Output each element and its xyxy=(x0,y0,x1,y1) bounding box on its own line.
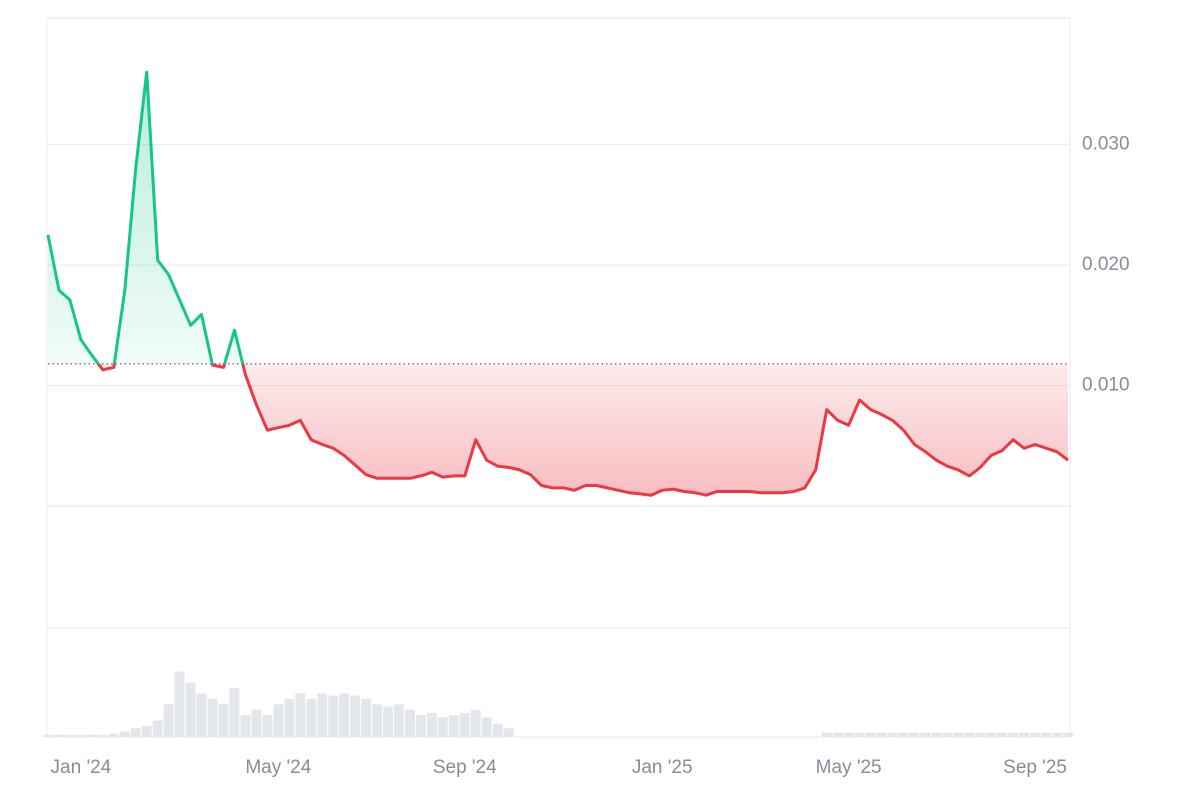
volume-bar xyxy=(207,698,218,737)
volume-bar xyxy=(218,704,229,737)
volume-bar xyxy=(964,732,975,737)
volume-bar xyxy=(229,687,240,737)
volume-bar xyxy=(865,732,876,737)
volume-bar xyxy=(108,733,119,737)
volume-bar xyxy=(887,732,898,737)
x-tick-label: Sep '24 xyxy=(433,757,497,778)
volume-bar xyxy=(196,693,207,737)
volume-bar xyxy=(317,693,328,737)
volume-bar xyxy=(448,715,459,737)
volume-bar xyxy=(174,671,185,737)
volume-bar xyxy=(1030,732,1041,737)
volume-bar xyxy=(306,698,317,737)
x-tick-label: May '24 xyxy=(245,757,311,778)
volume-bar xyxy=(1063,732,1073,737)
volume-bar xyxy=(481,717,492,737)
x-tick-label: Jan '25 xyxy=(632,757,693,778)
price-area xyxy=(48,72,1068,496)
volume-bar xyxy=(942,732,953,737)
volume-bar xyxy=(350,695,361,737)
volume-bar xyxy=(65,734,75,737)
volume-bar xyxy=(54,734,64,737)
volume-bar xyxy=(119,731,130,737)
volume-bar xyxy=(931,732,942,737)
volume-bar xyxy=(1008,732,1019,737)
volume-bar xyxy=(394,704,404,737)
volume-bar xyxy=(459,713,470,737)
volume-bar xyxy=(130,728,141,737)
volume-bar xyxy=(426,713,437,737)
volume-bar xyxy=(43,734,53,737)
volume-bar xyxy=(1052,732,1062,737)
volume-bar xyxy=(405,709,415,737)
x-tick-label: Jan '24 xyxy=(51,757,112,778)
volume-bar xyxy=(372,704,382,737)
volume-bar xyxy=(920,732,931,737)
volume-bar xyxy=(86,734,97,737)
volume-bar xyxy=(492,723,503,737)
volume-bar xyxy=(185,682,196,737)
volume-bar xyxy=(898,732,909,737)
y-tick-label: 0.020 xyxy=(1082,254,1130,275)
price-line xyxy=(46,70,1069,497)
volume-bar xyxy=(163,704,174,737)
y-tick-label: 0.010 xyxy=(1082,375,1130,396)
volume-bar xyxy=(1041,732,1051,737)
volume-bar xyxy=(437,717,448,737)
volume-bar xyxy=(854,732,865,737)
volume-bar xyxy=(251,709,262,737)
volume-bar xyxy=(503,728,514,737)
volume-bar xyxy=(821,732,832,737)
x-tick-label: Sep '25 xyxy=(1003,757,1067,778)
volume-bar xyxy=(975,732,986,737)
volume-bar xyxy=(361,698,371,737)
volume-bar xyxy=(295,693,306,737)
volume-bar xyxy=(328,695,339,737)
volume-bar xyxy=(240,715,251,737)
volume-bar xyxy=(284,698,295,737)
volume-bar xyxy=(832,732,843,737)
volume-bar xyxy=(383,706,393,737)
volume-bar xyxy=(986,732,997,737)
volume-bar xyxy=(876,732,887,737)
volume-bar xyxy=(909,732,920,737)
x-tick-label: May '25 xyxy=(816,757,882,778)
volume-bar xyxy=(75,734,86,737)
volume-bar xyxy=(1019,732,1030,737)
volume-bar xyxy=(152,720,163,737)
volume-bar xyxy=(415,715,426,737)
volume-bar xyxy=(273,704,284,737)
volume-bar xyxy=(997,732,1008,737)
volume-bar xyxy=(141,726,152,737)
volume-bar xyxy=(470,709,481,737)
volume-bar xyxy=(97,734,108,737)
volume-bar xyxy=(339,693,350,737)
y-tick-label: 0.030 xyxy=(1082,134,1130,155)
volume-bar xyxy=(843,732,854,737)
volume-bar xyxy=(953,732,964,737)
volume-bar xyxy=(262,715,273,737)
